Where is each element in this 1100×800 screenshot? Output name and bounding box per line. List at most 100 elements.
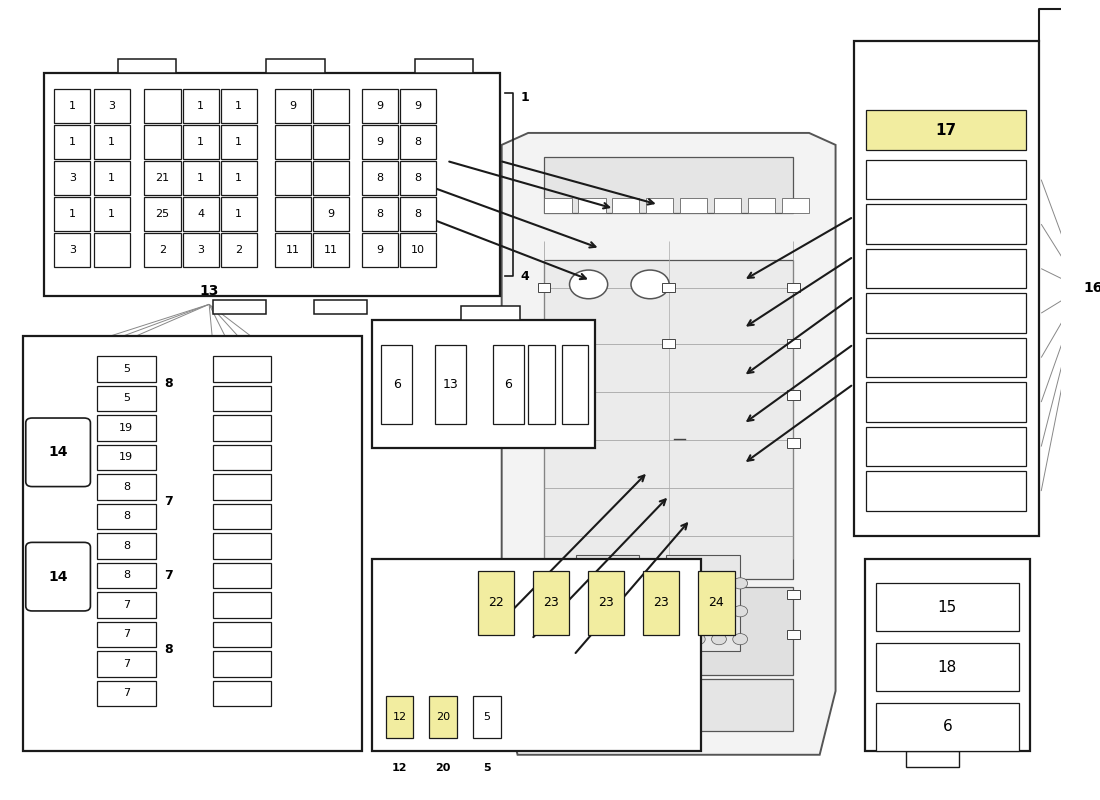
Text: 7: 7	[123, 688, 130, 698]
Bar	[97, 356, 155, 382]
Text: a part diagram: a part diagram	[378, 562, 515, 604]
Bar	[362, 161, 398, 195]
Text: 22: 22	[487, 597, 504, 610]
Text: 3: 3	[197, 245, 205, 254]
Text: 23: 23	[598, 597, 614, 610]
Bar	[221, 233, 256, 267]
Bar	[97, 415, 155, 441]
Text: 1: 1	[235, 209, 242, 219]
Circle shape	[600, 605, 616, 618]
Bar	[314, 125, 349, 159]
Text: 4: 4	[197, 209, 205, 219]
Bar	[54, 89, 90, 123]
Bar	[612, 198, 639, 213]
Circle shape	[712, 578, 726, 589]
Bar	[400, 161, 436, 195]
Bar	[144, 197, 180, 231]
Bar	[528, 345, 554, 423]
Circle shape	[733, 634, 748, 645]
Text: 9: 9	[328, 209, 334, 219]
Text: 1: 1	[108, 173, 115, 183]
Bar	[97, 386, 155, 411]
Circle shape	[600, 633, 616, 646]
Text: 3: 3	[108, 102, 115, 111]
FancyBboxPatch shape	[25, 542, 90, 611]
Text: 12: 12	[392, 763, 407, 774]
Bar	[183, 125, 219, 159]
Bar	[362, 233, 398, 267]
Text: 7: 7	[164, 569, 173, 582]
Text: 12: 12	[393, 712, 407, 722]
Bar	[97, 504, 155, 529]
Bar	[221, 125, 256, 159]
Text: 2: 2	[235, 245, 242, 254]
Bar	[44, 73, 499, 296]
Bar	[97, 474, 155, 500]
Bar	[212, 356, 271, 382]
Bar	[786, 283, 800, 292]
Text: 6: 6	[504, 378, 513, 390]
Text: 24: 24	[708, 597, 725, 610]
Text: 1: 1	[235, 102, 242, 111]
Text: 7: 7	[164, 495, 173, 508]
Circle shape	[712, 606, 726, 617]
Bar	[786, 630, 800, 639]
Text: 11: 11	[286, 245, 300, 254]
Text: 1: 1	[235, 173, 242, 183]
Bar	[578, 198, 606, 213]
Text: 14: 14	[48, 446, 68, 459]
Bar	[362, 125, 398, 159]
Bar	[94, 89, 130, 123]
Bar	[212, 533, 271, 558]
Bar	[698, 571, 735, 634]
Bar	[644, 571, 680, 634]
Bar	[314, 161, 349, 195]
Text: 5: 5	[483, 763, 491, 774]
Text: 10: 10	[411, 245, 425, 254]
Text: 17: 17	[936, 122, 957, 138]
Circle shape	[620, 605, 637, 618]
Text: service: service	[414, 625, 480, 654]
Bar	[867, 204, 1026, 244]
Bar	[867, 160, 1026, 199]
Text: 8: 8	[376, 209, 384, 219]
Text: 1: 1	[197, 173, 205, 183]
Bar	[266, 58, 324, 73]
Bar	[97, 592, 155, 618]
Text: 23: 23	[543, 597, 559, 610]
Text: 6: 6	[943, 719, 953, 734]
Bar	[867, 110, 1026, 150]
Bar	[867, 338, 1026, 378]
Bar	[221, 197, 256, 231]
Bar	[183, 197, 219, 231]
Bar	[538, 630, 550, 639]
Bar	[94, 233, 130, 267]
Text: 14: 14	[48, 570, 68, 584]
Bar	[646, 198, 673, 213]
Bar	[400, 89, 436, 123]
Bar	[867, 382, 1026, 422]
Text: 1: 1	[69, 209, 76, 219]
Text: 5: 5	[123, 394, 130, 403]
Text: 21: 21	[155, 173, 169, 183]
Polygon shape	[502, 133, 836, 754]
Text: 8: 8	[415, 137, 421, 147]
Bar	[781, 198, 810, 213]
Bar	[54, 125, 90, 159]
Bar	[493, 345, 524, 423]
Bar	[867, 426, 1026, 466]
Text: 1: 1	[108, 209, 115, 219]
Bar	[212, 504, 271, 529]
Circle shape	[631, 270, 669, 298]
Bar	[562, 345, 588, 423]
Text: 19: 19	[119, 423, 133, 433]
Bar	[786, 338, 800, 348]
Circle shape	[691, 578, 705, 589]
Bar	[786, 438, 800, 448]
Bar	[867, 294, 1026, 333]
Bar	[94, 125, 130, 159]
Bar	[748, 198, 775, 213]
Bar	[97, 622, 155, 647]
Circle shape	[733, 606, 748, 617]
Bar	[54, 161, 90, 195]
